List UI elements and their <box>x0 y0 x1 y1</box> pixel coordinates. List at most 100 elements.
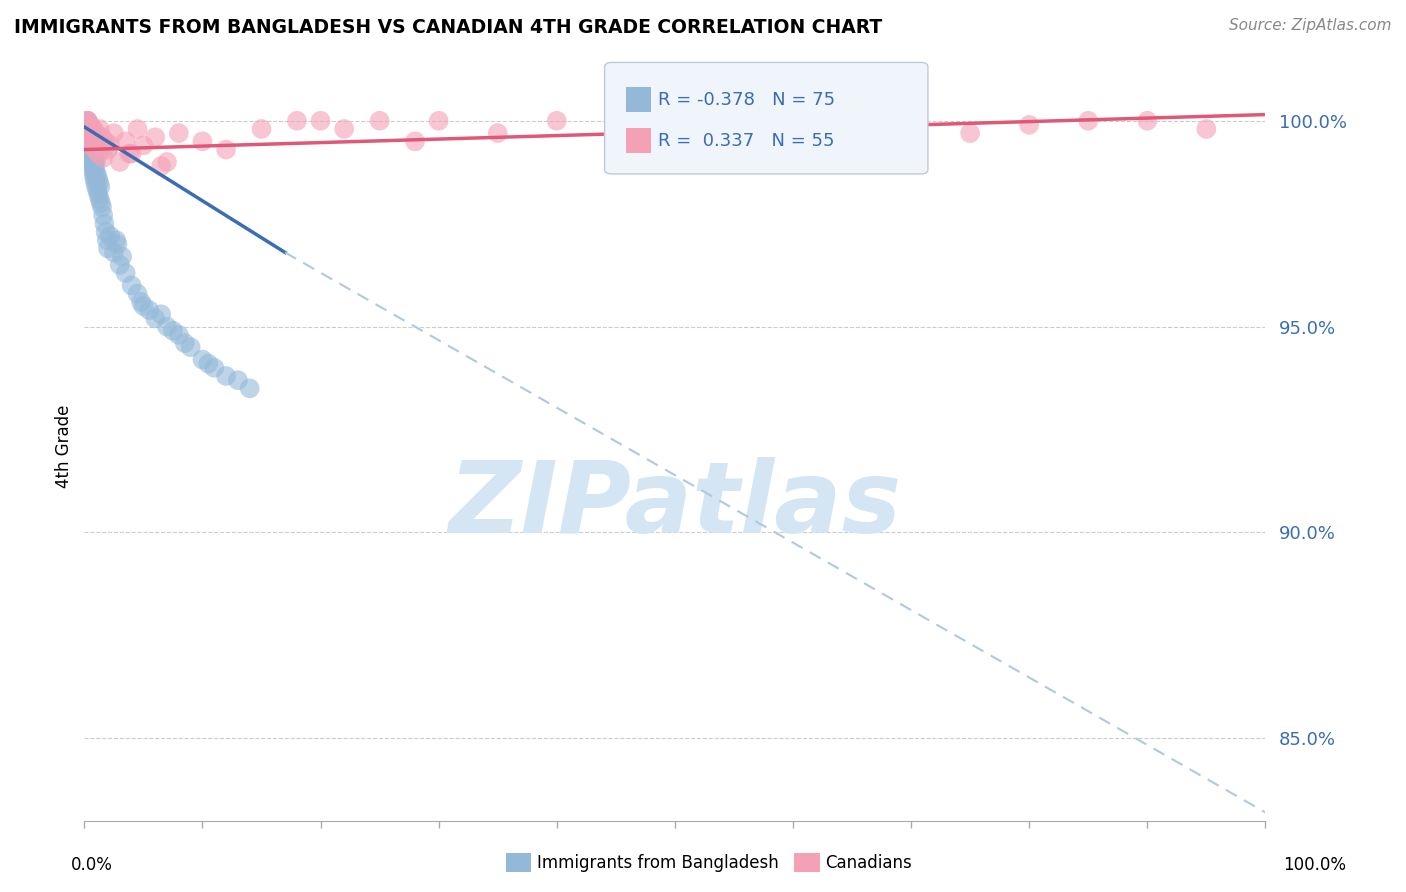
Point <box>91 209 114 223</box>
Point <box>132 299 155 313</box>
Point <box>91 130 114 145</box>
Point <box>103 245 125 260</box>
Point <box>86 167 108 181</box>
Point <box>79 130 101 145</box>
Point <box>114 266 136 280</box>
Point <box>96 233 118 247</box>
Point <box>1077 113 1099 128</box>
Point <box>76 122 98 136</box>
Point <box>1195 122 1218 136</box>
Text: 0.0%: 0.0% <box>70 855 112 873</box>
Point <box>333 122 356 136</box>
Point <box>80 143 103 157</box>
Point <box>80 138 103 153</box>
Point <box>80 126 103 140</box>
Point <box>427 113 450 128</box>
Point <box>86 134 108 148</box>
Text: Canadians: Canadians <box>825 854 912 871</box>
Point <box>1018 118 1040 132</box>
Point <box>83 171 105 186</box>
Point <box>215 369 238 384</box>
Point <box>76 113 98 128</box>
Point <box>132 138 155 153</box>
Point <box>84 163 107 178</box>
Point <box>77 130 100 145</box>
Text: 100.0%: 100.0% <box>1284 855 1346 873</box>
Point <box>73 118 96 132</box>
Point <box>138 303 160 318</box>
Text: R = -0.378   N = 75: R = -0.378 N = 75 <box>658 91 835 109</box>
Point <box>80 151 103 165</box>
Point <box>75 122 97 136</box>
Point <box>103 126 125 140</box>
Point <box>90 196 112 211</box>
Point <box>605 122 627 136</box>
Point <box>90 138 112 153</box>
Point <box>121 146 143 161</box>
Point <box>1136 113 1159 128</box>
Point <box>143 130 166 145</box>
Point <box>82 151 104 165</box>
Point <box>79 118 101 132</box>
Point <box>107 237 129 252</box>
Point <box>82 130 104 145</box>
Point <box>80 155 103 169</box>
Text: Immigrants from Bangladesh: Immigrants from Bangladesh <box>537 854 779 871</box>
Point <box>150 159 173 173</box>
Point <box>97 241 120 255</box>
Point <box>86 184 108 198</box>
Point <box>77 126 100 140</box>
Point <box>841 134 863 148</box>
Point <box>180 340 202 354</box>
Point <box>83 167 105 181</box>
Point <box>111 250 134 264</box>
Point <box>89 179 111 194</box>
Point <box>118 146 141 161</box>
Point <box>250 122 273 136</box>
Point <box>664 130 686 145</box>
Point <box>127 286 149 301</box>
Text: IMMIGRANTS FROM BANGLADESH VS CANADIAN 4TH GRADE CORRELATION CHART: IMMIGRANTS FROM BANGLADESH VS CANADIAN 4… <box>14 18 883 37</box>
Point <box>162 324 184 338</box>
Point <box>89 122 111 136</box>
Point <box>121 278 143 293</box>
Point <box>239 381 262 395</box>
Point <box>79 134 101 148</box>
Point <box>75 118 97 132</box>
Point <box>77 126 100 140</box>
Point <box>84 151 107 165</box>
Point <box>83 159 105 173</box>
Point <box>97 143 120 157</box>
Point <box>84 143 107 157</box>
Point <box>486 126 509 140</box>
Point <box>127 122 149 136</box>
Point <box>76 134 98 148</box>
Point <box>75 122 97 136</box>
Point <box>167 327 190 342</box>
Point <box>83 146 105 161</box>
Point <box>191 134 214 148</box>
Point <box>197 357 219 371</box>
Point <box>167 126 190 140</box>
Point <box>546 113 568 128</box>
Point <box>129 294 152 309</box>
Point <box>87 187 110 202</box>
Point <box>77 118 100 132</box>
Point <box>80 138 103 153</box>
Point <box>79 122 101 136</box>
Point <box>108 155 131 169</box>
Point <box>84 155 107 169</box>
Point <box>83 155 105 169</box>
Point <box>76 113 98 128</box>
Point <box>404 134 426 148</box>
Point <box>108 258 131 272</box>
Point <box>87 146 110 161</box>
Point <box>156 155 179 169</box>
Point <box>309 113 332 128</box>
Point <box>91 200 114 214</box>
Text: ZIPatlas: ZIPatlas <box>449 458 901 555</box>
Point <box>368 113 391 128</box>
Point <box>93 217 115 231</box>
Point <box>202 360 225 375</box>
Point <box>87 176 111 190</box>
